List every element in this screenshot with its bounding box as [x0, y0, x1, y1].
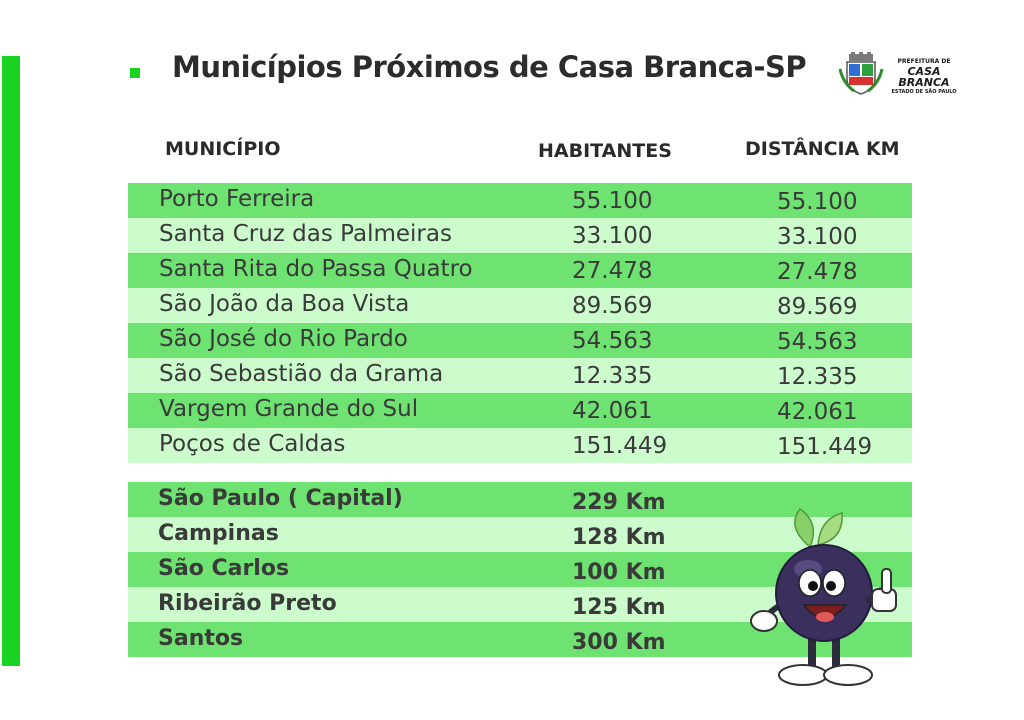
cell-distancia: 89.569 — [777, 294, 858, 320]
cell-habitantes: 151.449 — [572, 433, 668, 459]
cell-distancia: 54.563 — [777, 329, 858, 355]
left-accent-bar — [2, 56, 20, 666]
column-header-municipio: MUNICÍPIO — [165, 138, 281, 160]
cell-habitantes: 89.569 — [572, 293, 653, 319]
table-row: São João da Boa Vista 89.569 89.569 — [128, 288, 912, 323]
cell-habitantes: 42.061 — [572, 398, 653, 424]
cell-municipio: São João da Boa Vista — [159, 291, 410, 317]
table-row: Santa Rita do Passa Quatro 27.478 27.478 — [128, 253, 912, 288]
city-name: São Carlos — [158, 556, 290, 581]
city-distance: 100 Km — [572, 560, 666, 585]
cell-distancia: 33.100 — [777, 224, 858, 250]
table-row: São Sebastião da Grama 12.335 12.335 — [128, 358, 912, 393]
table-row: São José do Rio Pardo 54.563 54.563 — [128, 323, 912, 358]
city-name: Ribeirão Preto — [158, 591, 337, 616]
city-distance: 300 Km — [572, 630, 666, 655]
table-row: Vargem Grande do Sul 42.061 42.061 — [128, 393, 912, 428]
logo-text: PREFEITURA DE CASA BRANCA ESTADO DE SÃO … — [886, 59, 962, 95]
cell-habitantes: 55.100 — [572, 188, 653, 214]
city-distance: 128 Km — [572, 525, 666, 550]
page-title: Municípios Próximos de Casa Branca-SP — [172, 50, 807, 84]
cell-habitantes: 54.563 — [572, 328, 653, 354]
city-distance: 125 Km — [572, 595, 666, 620]
column-header-distancia: DISTÂNCIA KM — [745, 138, 900, 160]
cell-habitantes: 27.478 — [572, 258, 653, 284]
municipios-table: Porto Ferreira 55.100 55.100 Santa Cruz … — [128, 183, 912, 463]
city-name: Santos — [158, 626, 244, 651]
list-item: Santos 300 Km — [128, 622, 912, 657]
cell-municipio: Santa Cruz das Palmeiras — [159, 221, 452, 247]
cell-distancia: 27.478 — [777, 259, 858, 285]
city-distance: 229 Km — [572, 490, 666, 515]
table-row: Porto Ferreira 55.100 55.100 — [128, 183, 912, 218]
cell-distancia: 55.100 — [777, 189, 858, 215]
cell-distancia: 151.449 — [777, 434, 873, 460]
column-header-habitantes: HABITANTES — [538, 140, 672, 162]
cell-distancia: 42.061 — [777, 399, 858, 425]
list-item: Campinas 128 Km — [128, 517, 912, 552]
grape-mascot-icon — [750, 507, 897, 686]
cell-municipio: Santa Rita do Passa Quatro — [159, 256, 473, 282]
logo-line-2: CASA BRANCA — [898, 65, 950, 89]
cell-municipio: São Sebastião da Grama — [159, 361, 444, 387]
cell-habitantes: 33.100 — [572, 223, 653, 249]
table-row: Poços de Caldas 151.449 151.449 — [128, 428, 912, 463]
cell-municipio: São José do Rio Pardo — [159, 326, 408, 352]
city-name: São Paulo ( Capital) — [158, 486, 403, 511]
prefeitura-logo: PREFEITURA DE CASA BRANCA ESTADO DE SÃO … — [836, 50, 962, 98]
logo-line-1: PREFEITURA DE — [897, 58, 951, 65]
city-name: Campinas — [158, 521, 279, 546]
logo-line-3: ESTADO DE SÃO PAULO — [891, 89, 957, 95]
table-row: Santa Cruz das Palmeiras 33.100 33.100 — [128, 218, 912, 253]
title-bullet — [130, 68, 140, 78]
cell-municipio: Porto Ferreira — [159, 186, 315, 212]
cell-municipio: Poços de Caldas — [159, 431, 346, 457]
coat-of-arms-icon — [838, 52, 884, 95]
cell-municipio: Vargem Grande do Sul — [159, 396, 419, 422]
cell-habitantes: 12.335 — [572, 363, 653, 389]
list-item: São Paulo ( Capital) 229 Km — [128, 482, 912, 517]
cell-distancia: 12.335 — [777, 364, 858, 390]
